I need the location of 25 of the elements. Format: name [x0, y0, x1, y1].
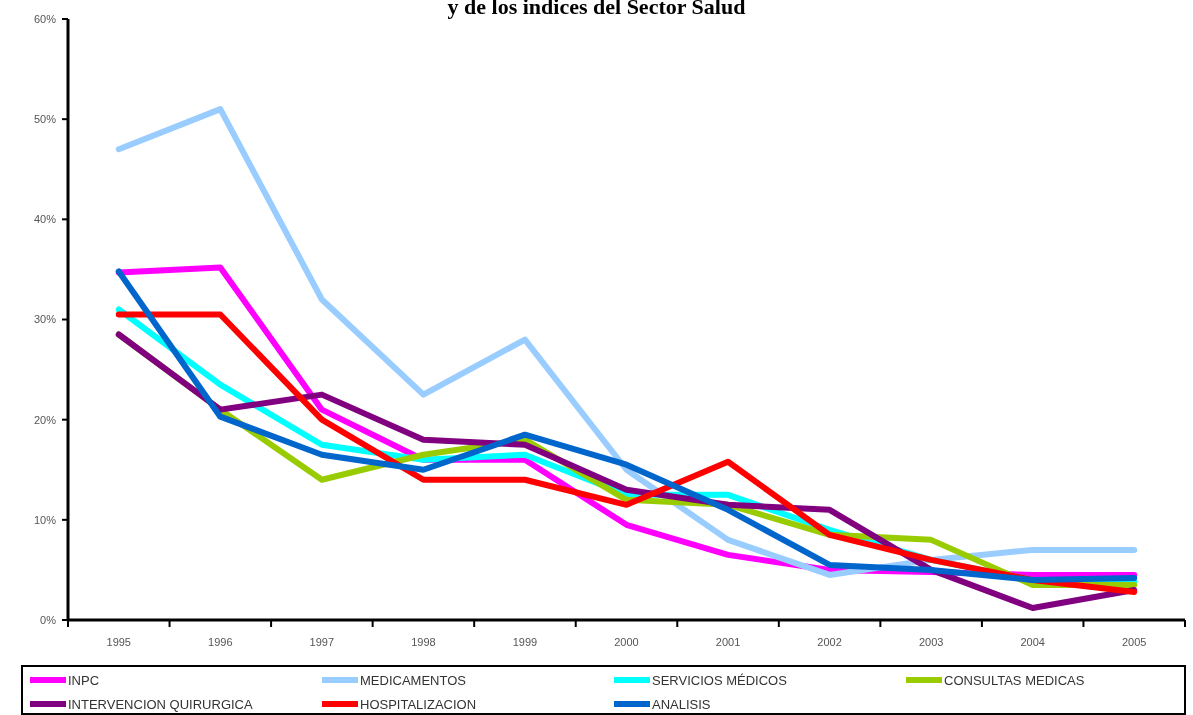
y-tick-label: 60% — [33, 12, 57, 25]
x-tick-label: 2005 — [1121, 636, 1147, 648]
legend-label: MEDICAMENTOS — [360, 672, 467, 688]
y-tick-label: 0% — [40, 613, 57, 626]
x-tick-label: 1998 — [411, 636, 436, 648]
x-tick-label: 2000 — [614, 636, 639, 648]
y-tick-label: 10% — [33, 513, 57, 526]
x-tick-label: 2002 — [817, 636, 842, 648]
y-tick-label: 20% — [33, 413, 57, 426]
legend-label: INTERVENCION QUIRURGICA — [68, 696, 253, 712]
legend-label: ANALISIS — [652, 696, 711, 712]
x-tick-label: 1996 — [208, 636, 233, 648]
x-tick-label: 2004 — [1020, 636, 1045, 648]
x-tick-label: 1995 — [106, 636, 132, 648]
legend-label: CONSULTAS MEDICAS — [944, 672, 1085, 688]
legend-label: SERVICIOS MÉDICOS — [652, 672, 788, 688]
y-tick-label: 50% — [33, 113, 57, 126]
y-tick-label: 40% — [33, 213, 57, 226]
x-tick-label: 1999 — [512, 636, 538, 648]
y-tick-label: 30% — [33, 313, 57, 326]
x-tick-label: 2001 — [715, 636, 741, 648]
legend-label: INPC — [68, 672, 100, 688]
x-tick-label: 1997 — [309, 636, 335, 648]
x-tick-label: 2003 — [918, 636, 944, 648]
legend-label: HOSPITALIZACION — [360, 696, 477, 712]
